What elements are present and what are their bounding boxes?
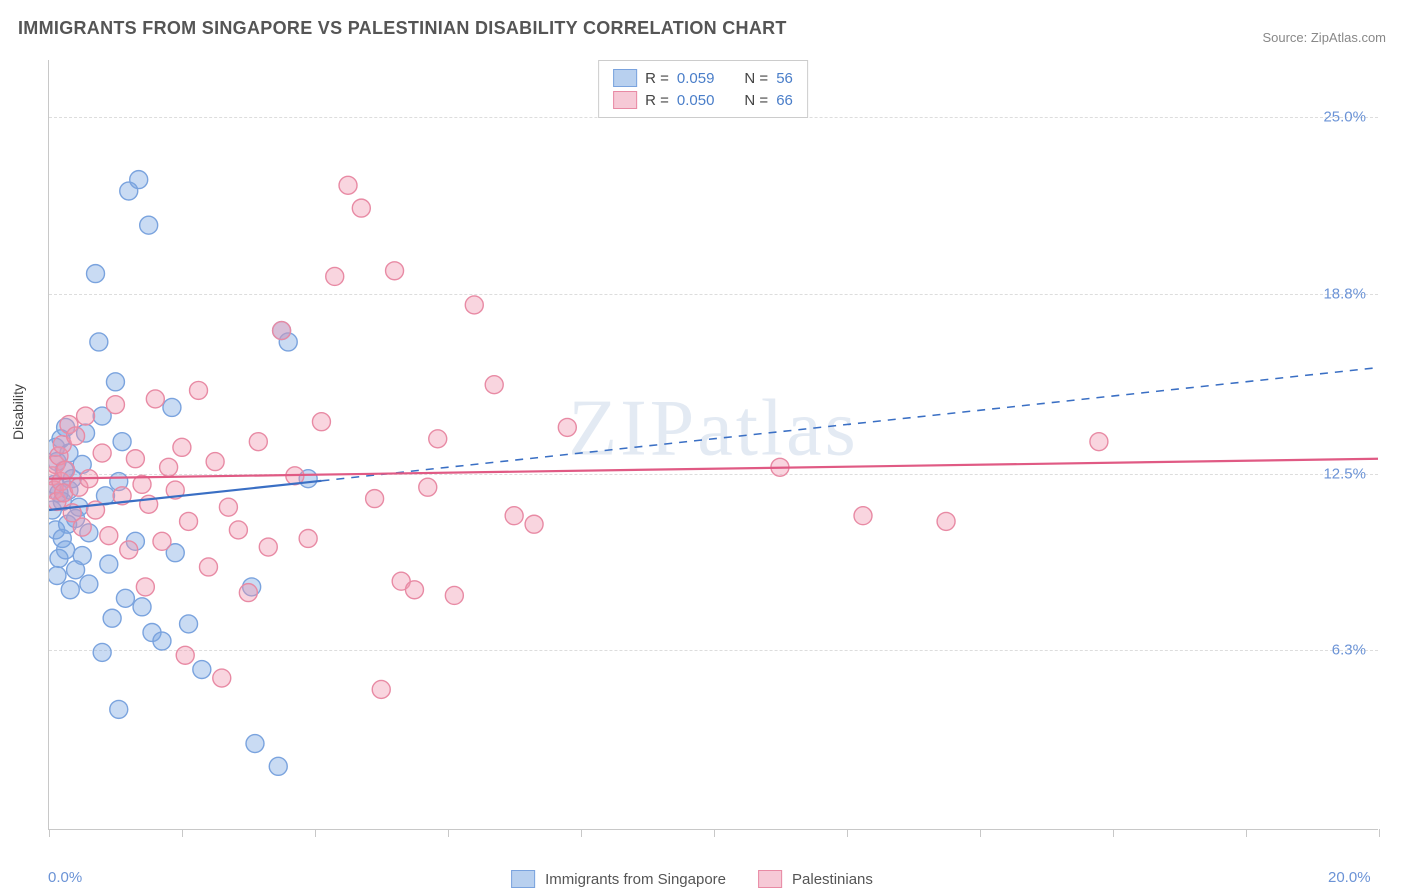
n-value: 66 (776, 92, 793, 109)
legend-series-label: Immigrants from Singapore (545, 871, 726, 888)
x-tick (581, 829, 582, 837)
legend-swatch (511, 870, 535, 888)
chart-svg (49, 60, 1378, 829)
legend-swatch (613, 91, 637, 109)
x-tick-label: 0.0% (48, 869, 82, 886)
r-value: 0.050 (677, 92, 715, 109)
legend-series: Immigrants from Singapore Palestinians (511, 870, 895, 888)
x-tick (448, 829, 449, 837)
x-tick (1379, 829, 1380, 837)
r-label: R = (645, 92, 669, 109)
legend-correlation-row: R = 0.050 N = 66 (613, 89, 793, 111)
x-tick (1113, 829, 1114, 837)
legend-series-label: Palestinians (792, 871, 873, 888)
legend-correlation-row: R = 0.059 N = 56 (613, 67, 793, 89)
x-tick (714, 829, 715, 837)
x-tick (847, 829, 848, 837)
x-tick (182, 829, 183, 837)
legend-correlation-box: R = 0.059 N = 56 R = 0.050 N = 66 (598, 60, 808, 118)
legend-swatch (758, 870, 782, 888)
plot-area: ZIPatlas 6.3%12.5%18.8%25.0% (48, 60, 1378, 830)
legend-swatch (613, 69, 637, 87)
y-axis-label: Disability (10, 384, 26, 440)
x-tick (49, 829, 50, 837)
n-value: 56 (776, 70, 793, 87)
n-label: N = (744, 70, 768, 87)
x-tick-label: 20.0% (1328, 869, 1371, 886)
r-value: 0.059 (677, 70, 715, 87)
x-tick (980, 829, 981, 837)
x-tick (1246, 829, 1247, 837)
n-label: N = (744, 92, 768, 109)
r-label: R = (645, 70, 669, 87)
x-tick (315, 829, 316, 837)
source-attribution: Source: ZipAtlas.com (1262, 30, 1386, 45)
page-title: IMMIGRANTS FROM SINGAPORE VS PALESTINIAN… (18, 18, 787, 39)
